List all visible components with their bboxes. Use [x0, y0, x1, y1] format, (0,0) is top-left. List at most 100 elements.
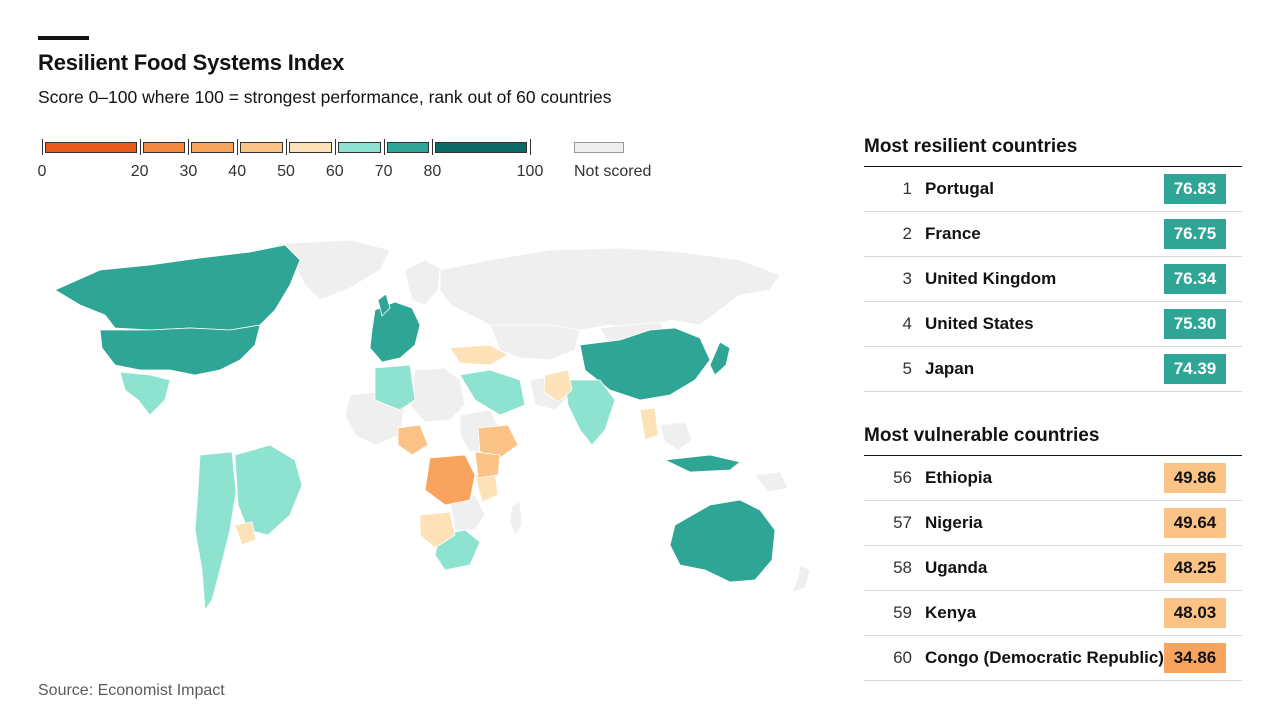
- legend-not-scored-label: Not scored: [574, 163, 652, 180]
- resilient-row: 3 United Kingdom 76.34: [864, 257, 1242, 302]
- region-nigeria: [397, 424, 429, 456]
- region-scandinavia: [404, 259, 441, 306]
- color-legend: Not scored 0 20 30 40 50 60 70 80 100: [38, 137, 658, 187]
- country-name: United States: [925, 314, 1034, 333]
- region-india: [564, 379, 616, 446]
- rank-number: 3: [902, 269, 912, 288]
- legend-tick-label: 100: [516, 163, 544, 180]
- legend-tick: [530, 139, 531, 155]
- score-badge: 74.39: [1164, 354, 1226, 384]
- vulnerable-row: 58 Uganda 48.25: [864, 546, 1242, 591]
- region-central-asia: [489, 324, 581, 361]
- resilient-row: 5 Japan 74.39: [864, 347, 1242, 392]
- rank-number: 60: [893, 648, 912, 667]
- chart-title: Resilient Food Systems Index: [38, 50, 345, 75]
- legend-tick-label: 80: [423, 163, 442, 180]
- vulnerable-row: 56 Ethiopia 49.86: [864, 456, 1242, 501]
- score-badge: 49.86: [1164, 463, 1226, 493]
- region-russia: [439, 247, 781, 331]
- region-japan: [709, 341, 731, 376]
- legend-swatch: [337, 142, 381, 153]
- legend-swatch: [191, 142, 235, 153]
- world-map: [54, 239, 811, 611]
- resilient-row: 1 Portugal 76.83: [864, 167, 1242, 212]
- region-canada: [54, 244, 301, 331]
- region-mexico: [119, 371, 171, 416]
- resilient-row: 2 France 76.75: [864, 212, 1242, 257]
- header-rule: [38, 36, 89, 40]
- region-usa: [99, 324, 261, 376]
- region-australia: [669, 499, 776, 583]
- region-uk: [377, 293, 391, 317]
- vulnerable-row: 60 Congo (Democratic Republic) 34.86: [864, 636, 1242, 681]
- legend-tick: [286, 139, 287, 155]
- legend-tick: [42, 139, 43, 155]
- legend-tick: [188, 139, 190, 155]
- legend-swatch: [142, 142, 186, 153]
- region-china: [579, 327, 711, 401]
- legend-swatch: [435, 142, 527, 153]
- legend-swatch: [289, 142, 332, 153]
- region-north-africa: [409, 367, 466, 423]
- legend-tick-label: 0: [37, 163, 47, 180]
- region-dr-congo: [424, 454, 476, 506]
- vulnerable-row: 57 Nigeria 49.64: [864, 501, 1242, 546]
- resilient-table: Most resilient countries 1 Portugal 76.83 2…: [864, 136, 1242, 392]
- resilient-row: 4 United States 75.30: [864, 302, 1242, 347]
- chart-subtitle: Score 0–100 where 100 = strongest perfor…: [38, 87, 612, 107]
- legend-swatch: [45, 142, 137, 153]
- rank-number: 5: [902, 359, 912, 378]
- region-png: [754, 471, 789, 493]
- legend-tick-label: 50: [277, 163, 295, 180]
- vulnerable-table-title: Most vulnerable countries: [864, 425, 1242, 456]
- region-south-america-w: [194, 451, 237, 611]
- rank-number: 4: [902, 314, 912, 333]
- region-western-europe: [369, 301, 421, 363]
- score-badge: 75.30: [1164, 309, 1226, 339]
- rank-number: 56: [893, 468, 912, 487]
- rank-number: 57: [893, 513, 912, 532]
- score-badge: 76.83: [1164, 174, 1226, 204]
- country-name: Uganda: [925, 558, 988, 577]
- legend-tick: [334, 139, 336, 155]
- region-pakistan: [543, 369, 573, 403]
- country-name: France: [925, 224, 981, 243]
- region-brazil: [234, 444, 303, 536]
- region-new-zealand: [791, 564, 811, 593]
- legend-tick-label: 20: [130, 163, 149, 180]
- country-name: Congo (Democratic Republic): [925, 648, 1164, 667]
- region-algeria: [374, 364, 416, 411]
- legend-tick-label: 30: [179, 163, 198, 180]
- region-angola-zambia: [419, 511, 456, 549]
- country-name: Ethiopia: [925, 468, 993, 487]
- country-name: Nigeria: [925, 513, 983, 532]
- resilient-table-title: Most resilient countries: [864, 136, 1242, 167]
- vulnerable-table: Most vulnerable countries 56 Ethiopia 49.8…: [864, 425, 1242, 681]
- rank-number: 1: [902, 179, 912, 198]
- score-badge: 49.64: [1164, 508, 1226, 538]
- rank-number: 58: [893, 558, 912, 577]
- legend-tick: [237, 139, 239, 155]
- source-note: Source: Economist Impact: [38, 682, 225, 699]
- legend-tick-label: 60: [325, 163, 344, 180]
- country-name: Japan: [925, 359, 975, 378]
- country-name: Kenya: [925, 603, 977, 622]
- score-badge: 48.25: [1164, 553, 1226, 583]
- region-ethiopia: [477, 424, 519, 459]
- legend-tick: [383, 139, 385, 155]
- region-se-asia: [659, 421, 693, 451]
- region-indonesia: [664, 454, 741, 473]
- legend-tick: [432, 139, 434, 155]
- legend-tick-label: 40: [228, 163, 247, 180]
- legend-tick-label: 70: [374, 163, 393, 180]
- rank-number: 59: [893, 603, 912, 622]
- region-egypt-saudi: [459, 369, 526, 416]
- legend-tick: [139, 139, 141, 155]
- region-madagascar: [509, 501, 523, 536]
- legend-swatch: [386, 142, 430, 153]
- legend-swatch: [240, 142, 283, 153]
- vulnerable-row: 59 Kenya 48.03: [864, 591, 1242, 636]
- score-badge: 76.34: [1164, 264, 1226, 294]
- score-badge: 76.75: [1164, 219, 1226, 249]
- region-kenya-uganda: [474, 451, 501, 479]
